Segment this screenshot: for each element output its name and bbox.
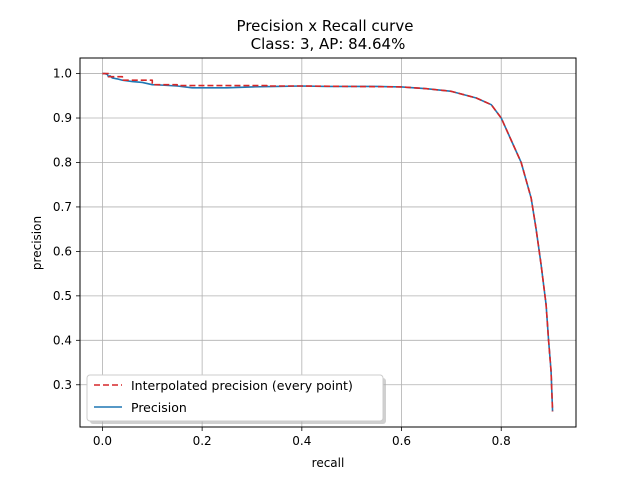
plot-frame [79, 57, 577, 428]
x-tick-label: 0.2 [193, 434, 212, 448]
y-tick-label: 0.8 [53, 155, 72, 169]
y-tick-label: 1.0 [53, 67, 72, 81]
legend-label-interpolated: Interpolated precision (every point) [131, 378, 353, 393]
series-layer [102, 72, 554, 412]
y-tick-label: 0.9 [53, 111, 72, 125]
x-tick-label: 0.6 [392, 434, 411, 448]
y-tick-label: 0.5 [53, 289, 72, 303]
y-tick-label: 0.6 [53, 244, 72, 258]
series-line-interpolated [102, 72, 554, 412]
y-tick-label: 0.3 [53, 378, 72, 392]
x-tick-label: 0.8 [492, 434, 511, 448]
legend: Interpolated precision (every point) Pre… [86, 374, 386, 424]
series-line-precision [102, 72, 554, 412]
legend-box [86, 374, 384, 422]
x-tick-label: 0.0 [93, 434, 112, 448]
grid [80, 58, 576, 427]
ticks: 0.0 0.2 0.4 0.6 0.8 0.3 0.4 0.5 0.6 0.7 0.8 0.9 1.0 [53, 67, 511, 448]
x-tick-label: 0.4 [292, 434, 311, 448]
chart-title: Precision x Recall curve [237, 17, 414, 35]
y-axis-label: precision [30, 216, 44, 270]
y-tick-label: 0.7 [53, 200, 72, 214]
y-tick-label: 0.4 [53, 333, 72, 347]
legend-label-precision: Precision [131, 400, 187, 415]
chart-subtitle: Class: 3, AP: 84.64% [251, 35, 406, 53]
x-axis-label: recall [312, 456, 345, 470]
